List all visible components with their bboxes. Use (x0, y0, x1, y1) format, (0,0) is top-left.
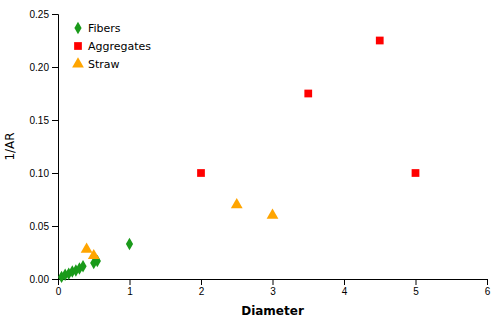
y-axis-title: 1/AR (3, 132, 17, 160)
plot: 0 1 2 3 4 5 6 0.00 0.05 0.10 0.15 0.20 0.25 Diameter 1… (3, 9, 491, 318)
point (126, 238, 133, 250)
series (197, 37, 419, 177)
tick: 0.10 (30, 168, 58, 179)
tick-mark (52, 120, 58, 121)
point (88, 249, 100, 259)
legend-item: Straw (72, 57, 119, 71)
legend-symbol (74, 42, 82, 50)
tick-label: 4 (342, 286, 348, 297)
tick: 0.25 (30, 9, 58, 20)
series (81, 198, 279, 259)
tick-label: 0.25 (30, 9, 50, 20)
tick: 4 (342, 279, 348, 297)
tick-label: 0.05 (30, 221, 50, 232)
point (267, 209, 279, 219)
tick-mark (52, 279, 58, 280)
legend-label: Straw (88, 58, 120, 71)
points (58, 37, 419, 283)
point (197, 169, 205, 177)
tick-label: 0.00 (30, 274, 50, 285)
tick-label: 0 (56, 286, 62, 297)
legend-symbol (72, 57, 84, 67)
tick-label: 6 (485, 286, 491, 297)
tick: 2 (199, 279, 205, 297)
tick-mark (273, 279, 274, 285)
point (376, 37, 384, 45)
tick-mark (52, 173, 58, 174)
point (81, 243, 93, 253)
legend-item: Fibers (74, 22, 120, 35)
tick-label: 5 (413, 286, 419, 297)
tick-label: 3 (270, 286, 276, 297)
axis-line (59, 280, 488, 286)
point (304, 90, 312, 98)
tick-label: 0.20 (30, 62, 50, 73)
point (79, 260, 86, 272)
point (231, 198, 243, 208)
legend-label: Fibers (88, 22, 121, 35)
tick-mark (344, 279, 345, 285)
tick-label: 1 (127, 286, 133, 297)
x-axis: 0 1 2 3 4 5 6 (56, 279, 491, 297)
tick: 6 (485, 279, 491, 297)
tick-mark (52, 226, 58, 227)
legend-symbol (74, 22, 81, 34)
tick: 5 (413, 279, 419, 297)
chart: 0 1 2 3 4 5 6 0.00 0.05 0.10 0.15 0.20 0.25 Diameter 1… (0, 0, 503, 323)
point (412, 169, 420, 177)
tick-label: 0.15 (30, 115, 50, 126)
tick-mark (416, 279, 417, 285)
tick: 0.00 (30, 274, 58, 285)
tick-mark (52, 67, 58, 68)
tick: 0.20 (30, 62, 58, 73)
tick: 0.15 (30, 115, 58, 126)
tick-label: 0.10 (30, 168, 50, 179)
x-axis-title: Diameter (241, 304, 304, 318)
tick-mark (52, 14, 58, 15)
tick-label: 2 (199, 286, 205, 297)
tick-mark (487, 279, 488, 285)
tick: 1 (127, 279, 133, 297)
tick: 0.05 (30, 221, 58, 232)
tick: 3 (270, 279, 276, 297)
series (58, 238, 133, 283)
tick-mark (201, 279, 202, 285)
axis-line (52, 15, 59, 280)
tick-mark (130, 279, 131, 285)
legend: Fibers Aggregates Straw (72, 22, 151, 71)
y-axis: 0.00 0.05 0.10 0.15 0.20 0.25 (30, 9, 59, 285)
legend-item: Aggregates (74, 40, 151, 53)
legend-label: Aggregates (88, 40, 151, 53)
